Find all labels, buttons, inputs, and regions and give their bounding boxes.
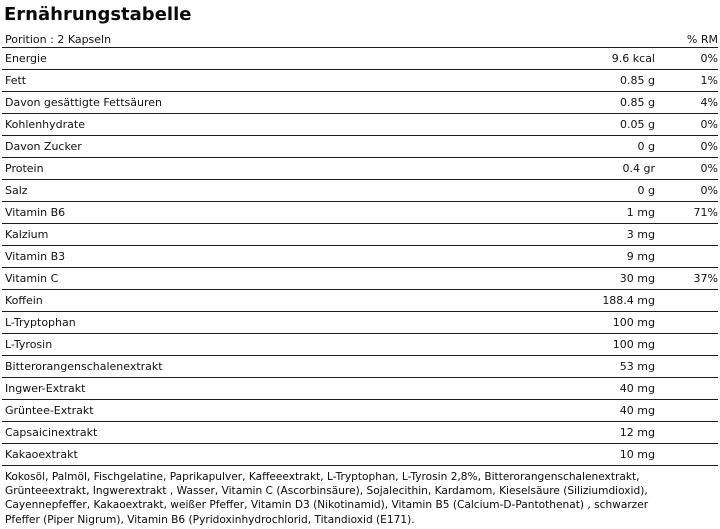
nutrient-label: Davon Zucker [5,140,82,153]
nutrient-amount: 9.6 kcal [611,52,655,65]
nutrient-amount: 9 mg [626,250,655,263]
nutrient-amount: 30 mg [619,272,655,285]
table-row: Fett 0.85 g 1% [2,70,718,92]
table-row: L-Tryptophan 100 mg [2,312,718,334]
portion-label: Porition : 2 Kapseln [5,32,112,46]
table-row: Davon gesättigte Fettsäuren 0.85 g 4% [2,92,718,114]
nutrient-label: Ingwer-Extrakt [5,382,86,395]
nutrient-amount: 100 mg [612,338,655,351]
nutrient-label: L-Tyrosin [5,338,53,351]
ingredients-line: Cayennepfeffer, Kakaoextrakt, weißer Pfe… [5,499,649,512]
nutrient-amount: 0.05 g [620,118,655,131]
nutrition-table: Porition : 2 Kapseln % RM Energie 9.6 kc… [2,30,718,466]
nutrient-label: Koffein [5,294,43,307]
rm-column-header: % RM [686,32,718,46]
nutrient-label: Fett [5,74,27,87]
nutrient-amount: 40 mg [619,382,655,395]
table-row: Kakaoextrakt 10 mg [2,444,718,466]
nutrient-label: Energie [5,52,47,65]
nutrient-amount: 3 mg [626,228,655,241]
nutrient-label: Davon gesättigte Fettsäuren [5,96,162,109]
table-row: Protein 0.4 gr 0% [2,158,718,180]
ingredients-text: Kokosöl, Palmöl, Fischgelatine, Paprikap… [2,470,718,527]
page-title: Ernährungstabelle [4,4,192,25]
nutrient-amount: 53 mg [619,360,655,373]
ingredients-line: Pfeffer (Piper Nigrum), Vitamin B6 (Pyri… [5,513,415,526]
table-row: L-Tyrosin 100 mg [2,334,718,356]
nutrient-amount: 10 mg [619,448,655,461]
nutrient-percent: 37% [693,272,718,285]
nutrient-percent: 4% [700,96,718,109]
table-row: Capsaicinextrakt 12 mg [2,422,718,444]
nutrient-label: Salz [5,184,28,197]
nutrient-label: Protein [5,162,44,175]
nutrient-percent: 1% [700,74,718,87]
nutrient-percent: 71% [693,206,718,219]
nutrient-amount: 0 g [637,140,655,153]
nutrient-percent: 0% [700,118,718,131]
table-row: Vitamin B3 9 mg [2,246,718,268]
table-row: Kohlenhydrate 0.05 g 0% [2,114,718,136]
table-row: Koffein 188.4 mg [2,290,718,312]
table-row: Vitamin C 30 mg 37% [2,268,718,290]
ingredients-line: Grünteeextrakt, Ingwerextrakt , Wasser, … [5,485,648,498]
nutrient-amount: 1 mg [626,206,655,219]
nutrient-label: Vitamin C [5,272,59,285]
table-row: Bitterorangenschalenextrakt 53 mg [2,356,718,378]
nutrient-amount: 12 mg [619,426,655,439]
nutrient-label: L-Tryptophan [5,316,76,329]
nutrient-amount: 40 mg [619,404,655,417]
table-row: Vitamin B6 1 mg 71% [2,202,718,224]
table-row: Energie 9.6 kcal 0% [2,48,718,70]
nutrient-label: Vitamin B6 [5,206,66,219]
nutrient-percent: 0% [700,162,718,175]
ingredients-line: Kokosöl, Palmöl, Fischgelatine, Paprikap… [5,471,640,483]
nutrient-amount: 0.85 g [620,96,655,109]
nutrient-label: Kakaoextrakt [5,448,78,461]
nutrient-label: Capsaicinextrakt [5,426,98,439]
table-row: Kalzium 3 mg [2,224,718,246]
nutrient-label: Kalzium [5,228,49,241]
nutrient-label: Vitamin B3 [5,250,66,263]
nutrient-label: Grüntee-Extrakt [5,404,94,417]
table-row: Davon Zucker 0 g 0% [2,136,718,158]
table-row: Ingwer-Extrakt 40 mg [2,378,718,400]
nutrient-label: Kohlenhydrate [5,118,85,131]
nutrient-amount: 0.85 g [620,74,655,87]
nutrient-amount: 100 mg [612,316,655,329]
table-row: Grüntee-Extrakt 40 mg [2,400,718,422]
nutrient-percent: 0% [700,140,718,153]
nutrient-percent: 0% [700,184,718,197]
nutrient-label: Bitterorangenschalenextrakt [5,360,163,373]
nutrient-percent: 0% [700,52,718,65]
nutrient-amount: 188.4 mg [602,294,655,307]
table-row: Salz 0 g 0% [2,180,718,202]
table-header-row: Porition : 2 Kapseln % RM [2,30,718,48]
nutrient-amount: 0 g [637,184,655,197]
nutrient-amount: 0.4 gr [622,162,656,175]
